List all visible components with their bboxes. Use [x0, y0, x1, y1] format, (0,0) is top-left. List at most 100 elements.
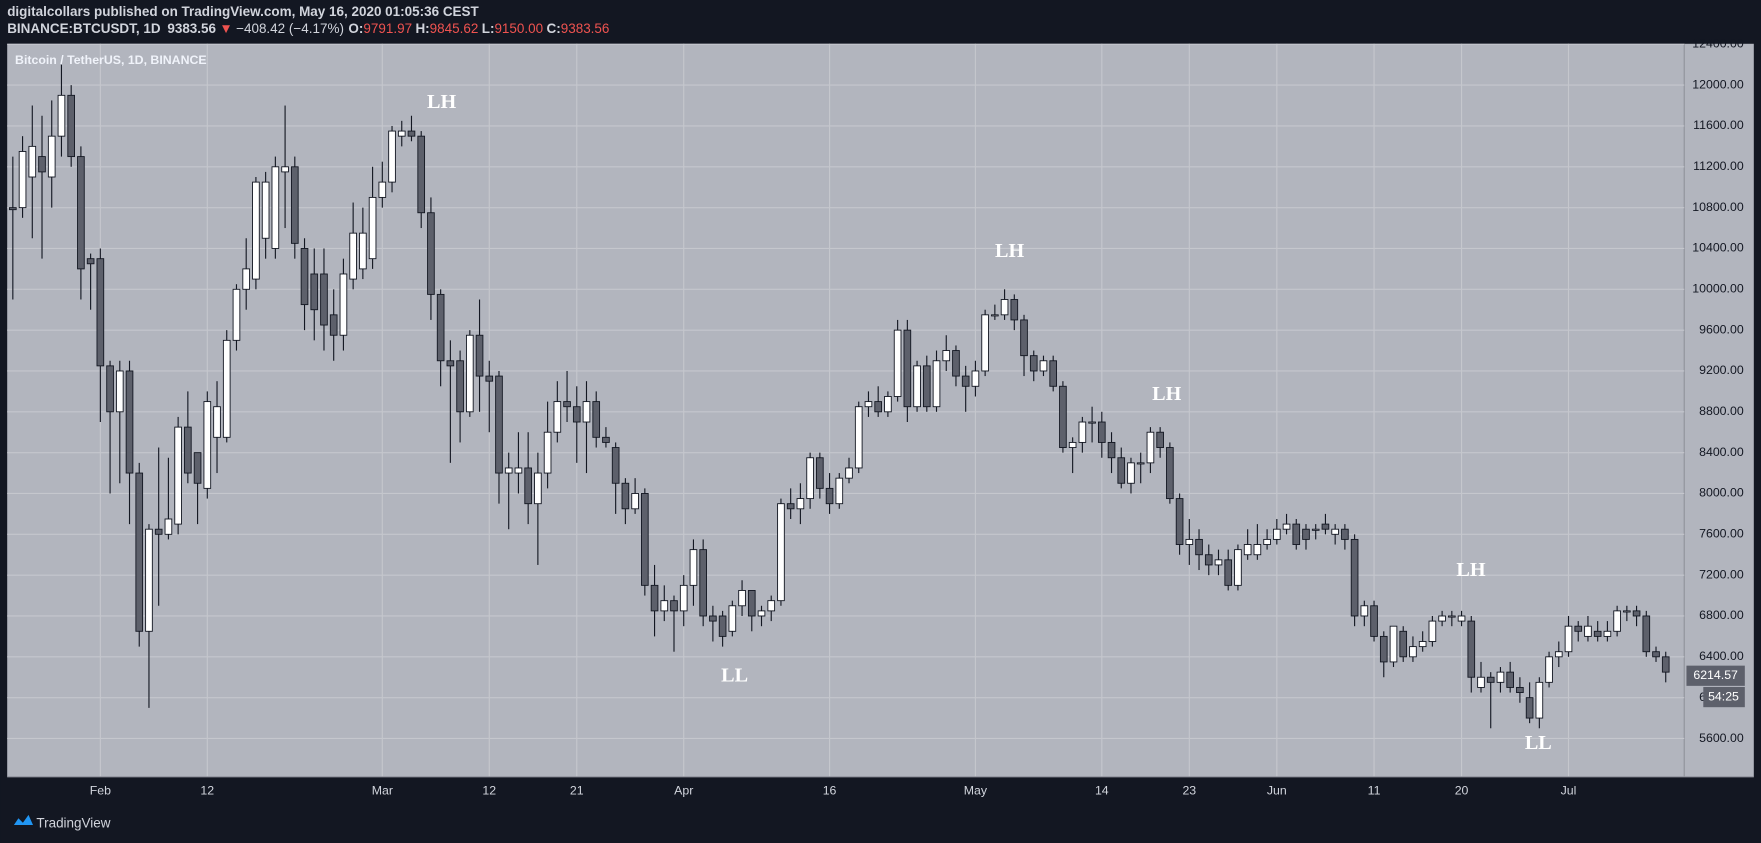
candle-body: [1243, 544, 1252, 556]
candle-body: [193, 452, 202, 484]
candle-body: [913, 365, 921, 408]
candle-body: [261, 181, 270, 239]
x-tick-label: 23: [1182, 784, 1196, 798]
candle-body: [1341, 528, 1349, 540]
candle-body: [504, 467, 513, 474]
change: −408.42 (−4.17%): [236, 21, 344, 36]
ohlc-label: L:: [482, 21, 495, 36]
candle-body: [874, 401, 882, 413]
y-tick-label: 12400.00: [1692, 37, 1744, 51]
candle-body: [767, 600, 776, 612]
candle-body: [184, 426, 192, 474]
candle-body: [1350, 538, 1359, 617]
candle-body: [1525, 697, 1534, 719]
candle-body: [1263, 538, 1271, 545]
candle-body: [154, 528, 163, 535]
candle-body: [1000, 299, 1009, 316]
candle-body: [145, 528, 153, 632]
x-tick-label: 21: [570, 784, 584, 798]
candle-body: [1146, 431, 1155, 464]
candle-body: [407, 130, 416, 137]
candle-body: [446, 360, 455, 367]
candle-body: [47, 135, 56, 178]
y-tick-label: 12000.00: [1692, 77, 1744, 91]
candle-body: [621, 482, 630, 510]
plot: 5600.006000.006400.006800.007200.007600.…: [7, 37, 1754, 798]
candle-body: [290, 166, 299, 244]
candle-body: [397, 130, 406, 137]
candle-body: [572, 406, 581, 423]
x-tick-label: Jul: [1561, 784, 1577, 798]
candle-body: [281, 166, 289, 173]
candle-body: [368, 196, 377, 260]
candle-body: [1496, 671, 1505, 683]
candle-body: [1545, 656, 1553, 683]
candle-body: [495, 375, 503, 474]
candle-body: [1049, 360, 1058, 387]
x-tick-label: 11: [1368, 784, 1381, 798]
candle-body: [242, 268, 251, 290]
candle-body: [1389, 625, 1398, 663]
annotation: LH: [995, 240, 1024, 262]
candle-body: [825, 487, 834, 505]
candle-body: [271, 166, 280, 249]
candle-body: [1467, 620, 1476, 678]
candle-body: [1321, 523, 1330, 530]
candle-body: [1127, 462, 1135, 484]
candle-body: [417, 135, 426, 214]
candle-body: [1185, 538, 1194, 545]
candle-body: [1282, 523, 1291, 530]
y-tick-label: 9200.00: [1699, 363, 1744, 377]
ohlc-value: 9845.62: [430, 21, 479, 36]
candle-body: [67, 94, 75, 158]
y-tick-label: 10400.00: [1692, 241, 1744, 255]
x-tick-label: Mar: [372, 784, 393, 798]
candle-body: [961, 375, 970, 387]
candle-body: [777, 503, 785, 602]
candle-body: [456, 360, 464, 413]
arrow: ▼: [219, 21, 232, 36]
y-tick-label: 8400.00: [1699, 445, 1744, 459]
candle-body: [1448, 615, 1456, 618]
countdown-box: [1703, 686, 1745, 708]
candle-body: [631, 493, 639, 510]
candle-body: [835, 477, 844, 505]
candle-body: [1136, 462, 1145, 465]
y-tick-label: 10000.00: [1692, 282, 1744, 296]
candle-body: [699, 549, 707, 617]
candle-body: [1107, 441, 1116, 459]
candle-body: [1292, 523, 1301, 545]
candle-body: [1613, 610, 1621, 632]
candle-body: [339, 273, 348, 336]
candle-body: [1311, 528, 1320, 531]
candle-body: [991, 314, 999, 317]
candle-body: [96, 258, 105, 367]
candle-body: [1399, 630, 1408, 658]
candle-body: [1642, 615, 1651, 653]
last: 9383.56: [167, 21, 216, 36]
candle-body: [1632, 610, 1641, 617]
candle-body: [922, 365, 931, 408]
candle-body: [650, 584, 659, 612]
candle-body: [329, 314, 338, 336]
candle-body: [563, 401, 571, 408]
candle-body: [1428, 620, 1437, 642]
annotation: LL: [1525, 732, 1552, 754]
candle-body: [981, 314, 989, 372]
candle-body: [679, 584, 688, 612]
candle-body: [106, 365, 114, 413]
candle-body: [252, 181, 260, 280]
candle-body: [1253, 544, 1262, 556]
legend: Bitcoin / TetherUS, 1D, BINANCE: [15, 53, 207, 67]
candle-body: [213, 406, 221, 438]
candle-body: [747, 590, 756, 617]
candle-body: [1273, 528, 1281, 540]
candle-body: [1331, 528, 1339, 535]
symbol: BINANCE:BTCUSDT, 1D: [7, 21, 161, 36]
x-tick-label: 14: [1095, 784, 1109, 798]
countdown: 54:25: [1708, 689, 1739, 703]
candle-body: [1486, 676, 1495, 683]
y-tick-label: 8000.00: [1699, 486, 1744, 500]
candle-body: [854, 406, 863, 469]
